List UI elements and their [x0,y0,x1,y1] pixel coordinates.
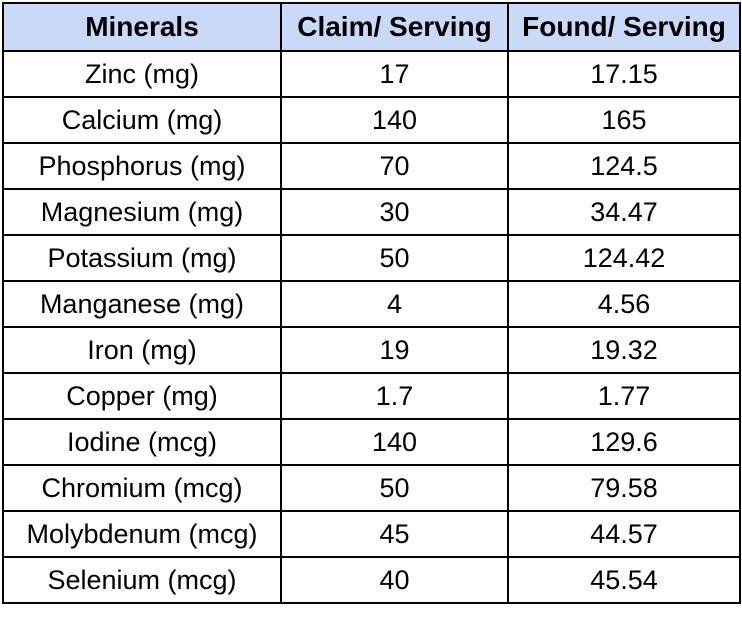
found-value: 44.57 [507,510,741,558]
table-row: Copper (mg) 1.7 1.77 [2,372,741,420]
table-row: Molybdenum (mcg) 45 44.57 [2,510,741,558]
found-value: 1.77 [507,372,741,420]
mineral-name: Magnesium (mg) [2,188,282,236]
found-value: 124.42 [507,234,741,282]
table-row: Calcium (mg) 140 165 [2,96,741,144]
found-value: 124.5 [507,142,741,190]
found-value: 34.47 [507,188,741,236]
mineral-name: Manganese (mg) [2,280,282,328]
claim-value: 1.7 [280,372,509,420]
header-found-serving: Found/ Serving [507,2,741,52]
found-value: 165 [507,96,741,144]
table-row: Manganese (mg) 4 4.56 [2,280,741,328]
header-minerals: Minerals [2,2,282,52]
mineral-name: Molybdenum (mcg) [2,510,282,558]
found-value: 4.56 [507,280,741,328]
header-claim-serving: Claim/ Serving [280,2,509,52]
claim-value: 17 [280,50,509,98]
table-row: Iodine (mcg) 140 129.6 [2,418,741,466]
claim-value: 45 [280,510,509,558]
table-row: Chromium (mcg) 50 79.58 [2,464,741,512]
mineral-name: Chromium (mcg) [2,464,282,512]
claim-value: 50 [280,234,509,282]
claim-value: 70 [280,142,509,190]
mineral-name: Selenium (mcg) [2,556,282,604]
mineral-name: Iron (mg) [2,326,282,374]
header-row: Minerals Claim/ Serving Found/ Serving [2,2,741,52]
claim-value: 140 [280,418,509,466]
mineral-name: Potassium (mg) [2,234,282,282]
table-row: Potassium (mg) 50 124.42 [2,234,741,282]
table-row: Phosphorus (mg) 70 124.5 [2,142,741,190]
table-row: Zinc (mg) 17 17.15 [2,50,741,98]
claim-value: 19 [280,326,509,374]
claim-value: 50 [280,464,509,512]
claim-value: 4 [280,280,509,328]
mineral-name: Phosphorus (mg) [2,142,282,190]
found-value: 19.32 [507,326,741,374]
mineral-name: Zinc (mg) [2,50,282,98]
mineral-name: Copper (mg) [2,372,282,420]
found-value: 79.58 [507,464,741,512]
found-value: 129.6 [507,418,741,466]
mineral-name: Calcium (mg) [2,96,282,144]
table-row: Iron (mg) 19 19.32 [2,326,741,374]
minerals-table: Minerals Claim/ Serving Found/ Serving Z… [2,2,741,604]
table-row: Magnesium (mg) 30 34.47 [2,188,741,236]
found-value: 45.54 [507,556,741,604]
claim-value: 140 [280,96,509,144]
mineral-name: Iodine (mcg) [2,418,282,466]
table-row: Selenium (mcg) 40 45.54 [2,556,741,604]
found-value: 17.15 [507,50,741,98]
claim-value: 30 [280,188,509,236]
claim-value: 40 [280,556,509,604]
